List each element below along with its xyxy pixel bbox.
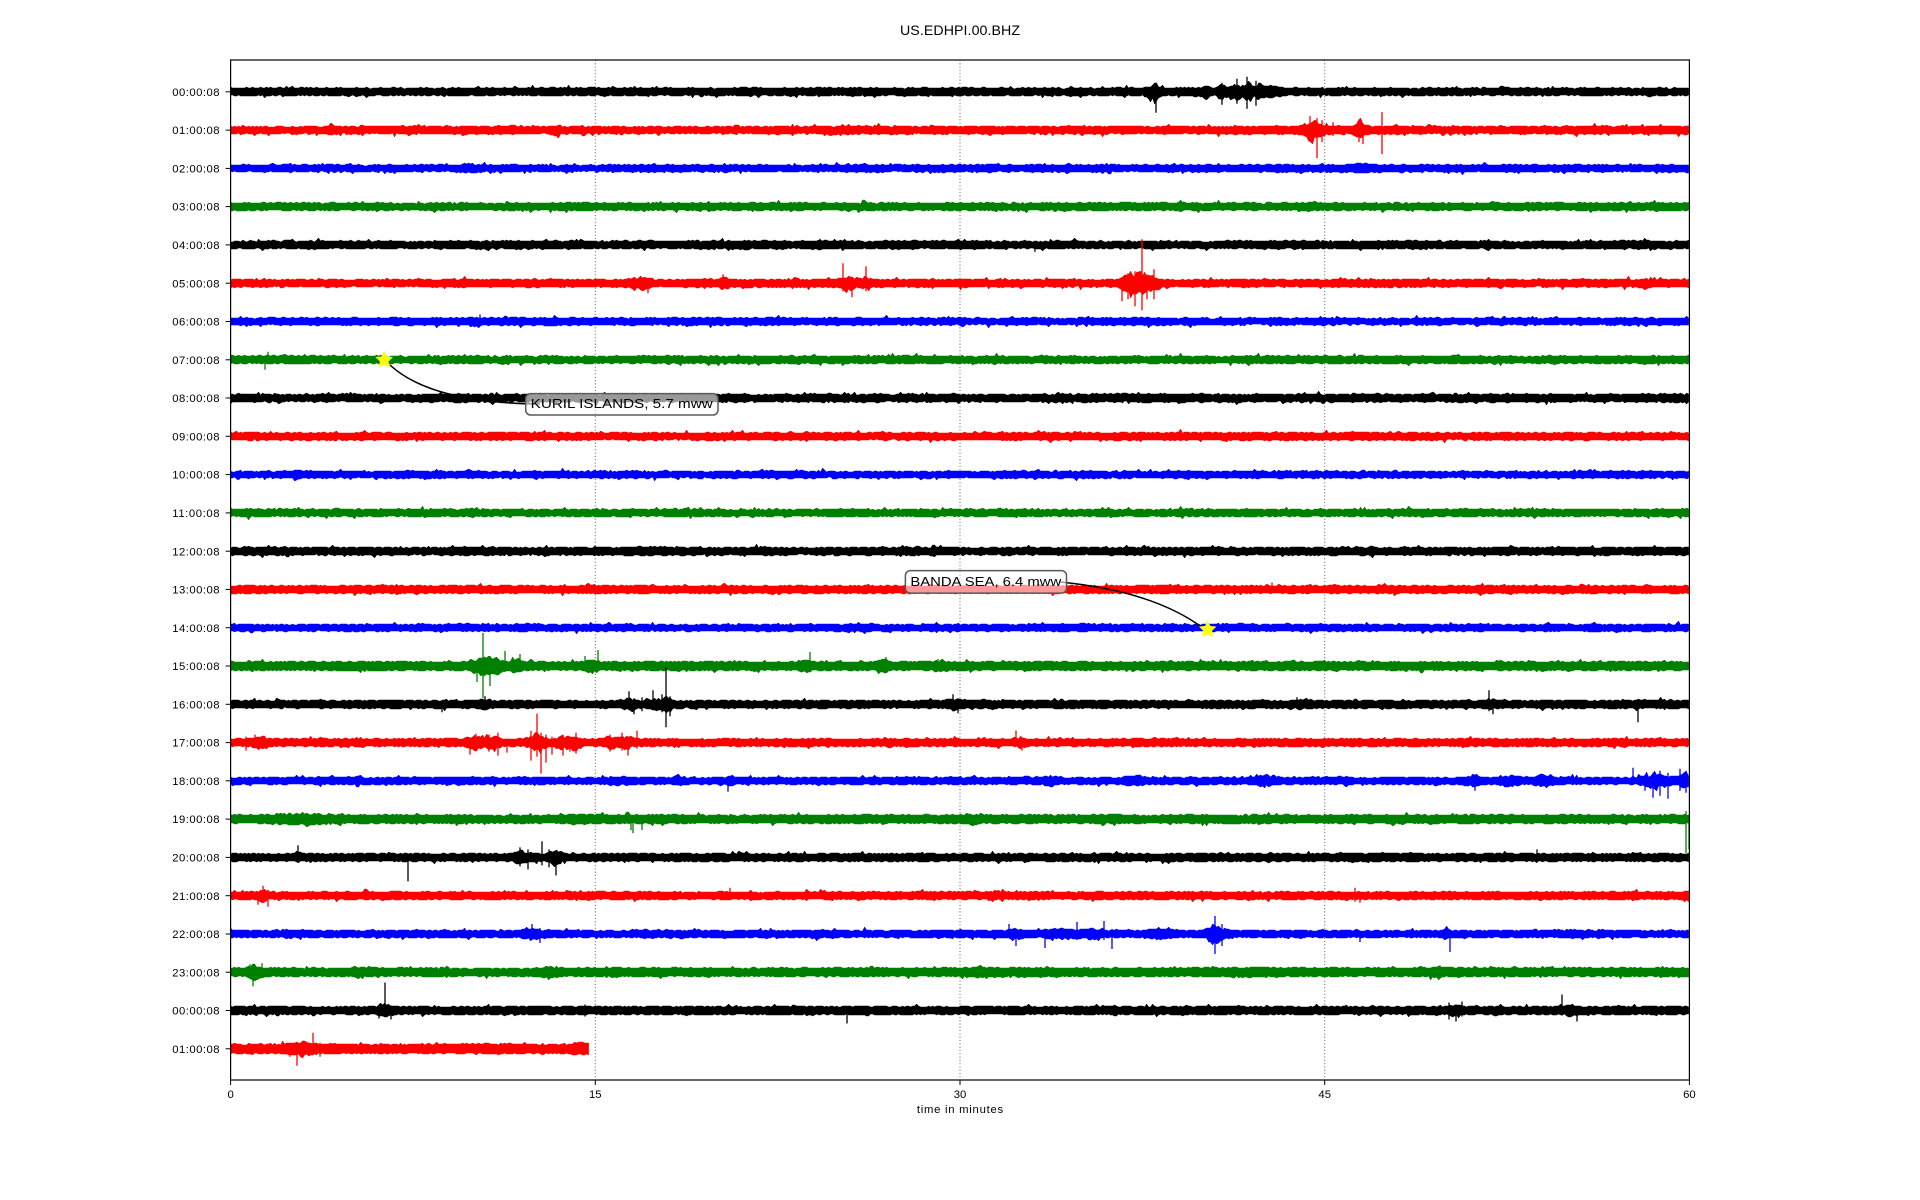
svg-text:01:00:08: 01:00:08 — [172, 1044, 219, 1056]
svg-text:12:00:08: 12:00:08 — [172, 546, 219, 558]
svg-text:60: 60 — [1683, 1089, 1696, 1101]
svg-text:07:00:08: 07:00:08 — [172, 355, 219, 367]
svg-text:04:00:08: 04:00:08 — [172, 240, 219, 252]
svg-text:09:00:08: 09:00:08 — [172, 431, 219, 443]
svg-text:17:00:08: 17:00:08 — [172, 738, 219, 750]
svg-text:21:00:08: 21:00:08 — [172, 891, 219, 903]
svg-text:45: 45 — [1318, 1089, 1331, 1101]
svg-text:30: 30 — [954, 1089, 967, 1101]
svg-text:20:00:08: 20:00:08 — [172, 853, 219, 865]
svg-text:16:00:08: 16:00:08 — [172, 699, 219, 711]
svg-text:KURIL ISLANDS, 5.7 mww: KURIL ISLANDS, 5.7 mww — [531, 397, 714, 411]
svg-text:05:00:08: 05:00:08 — [172, 278, 219, 290]
svg-text:00:00:08: 00:00:08 — [172, 1006, 219, 1018]
svg-text:23:00:08: 23:00:08 — [172, 967, 219, 979]
svg-text:00:00:08: 00:00:08 — [172, 87, 219, 99]
svg-text:BANDA SEA, 6.4 mww: BANDA SEA, 6.4 mww — [910, 575, 1062, 589]
svg-text:06:00:08: 06:00:08 — [172, 317, 219, 329]
svg-text:13:00:08: 13:00:08 — [172, 585, 219, 597]
svg-text:14:00:08: 14:00:08 — [172, 623, 219, 635]
svg-text:US.EDHPI.00.BHZ: US.EDHPI.00.BHZ — [900, 23, 1020, 39]
svg-text:0: 0 — [227, 1089, 233, 1101]
svg-text:01:00:08: 01:00:08 — [172, 125, 219, 137]
svg-text:08:00:08: 08:00:08 — [172, 393, 219, 405]
svg-text:15:00:08: 15:00:08 — [172, 661, 219, 673]
svg-text:18:00:08: 18:00:08 — [172, 776, 219, 788]
svg-text:10:00:08: 10:00:08 — [172, 470, 219, 482]
svg-text:15: 15 — [589, 1089, 602, 1101]
svg-text:22:00:08: 22:00:08 — [172, 929, 219, 941]
svg-text:03:00:08: 03:00:08 — [172, 202, 219, 214]
svg-text:02:00:08: 02:00:08 — [172, 164, 219, 176]
svg-text:time in minutes: time in minutes — [917, 1104, 1004, 1116]
svg-text:19:00:08: 19:00:08 — [172, 814, 219, 826]
svg-text:11:00:08: 11:00:08 — [172, 508, 219, 520]
